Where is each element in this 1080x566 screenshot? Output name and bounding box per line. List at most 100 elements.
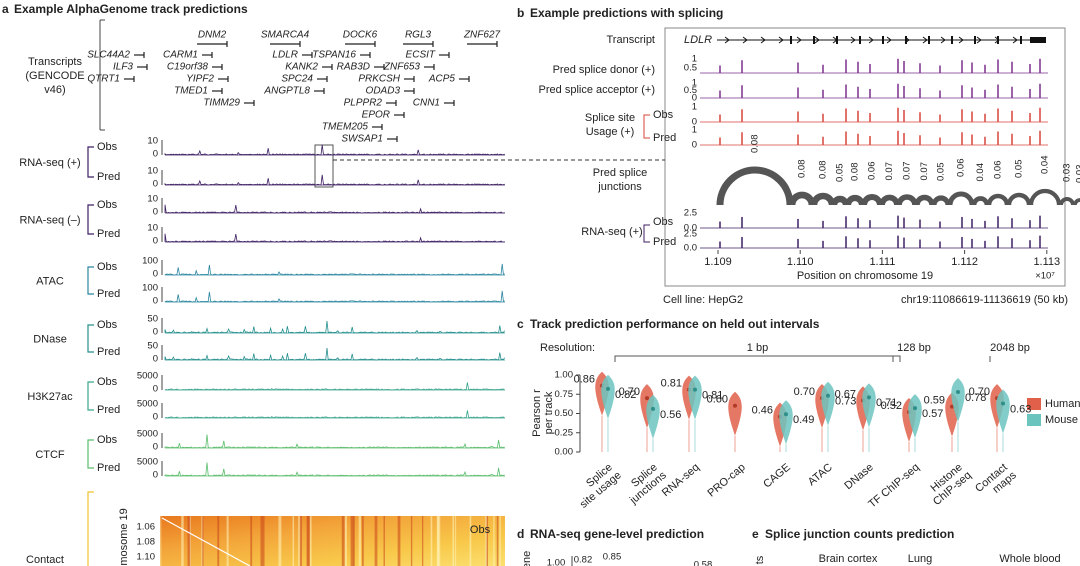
bracket <box>87 439 94 469</box>
gene-label: KANK2 <box>285 62 318 73</box>
contact-streak <box>352 516 355 566</box>
track-label: RNA-seq (+) <box>19 157 80 169</box>
value-label: 0.70 <box>969 386 990 398</box>
x-tick-label: 1.110 <box>787 256 814 268</box>
signal-trace <box>164 144 505 156</box>
value-label: 0.70 <box>794 386 815 398</box>
median-dot <box>1001 401 1005 406</box>
row-label: Pred splice <box>593 167 647 179</box>
contact-streak <box>499 516 501 566</box>
row-label: Pred <box>97 462 120 474</box>
label: Transcripts <box>28 56 82 68</box>
gene-label: LDLR <box>684 34 712 46</box>
tick-label: 1.08 <box>137 537 156 548</box>
tick-label: 0 <box>153 384 158 395</box>
panel-label: a <box>2 2 9 16</box>
tick-label: 0 <box>153 179 158 190</box>
tick-label: 10 <box>147 223 158 234</box>
junction-arc <box>896 194 918 206</box>
row-label: Pred <box>97 346 120 358</box>
x-tick-label: TF ChIP-seq <box>866 461 921 510</box>
axis-label: ene <box>521 551 533 566</box>
gene-label: QTRT1 <box>87 74 120 85</box>
bracket <box>87 381 94 411</box>
x-tick-label: 1.112 <box>951 256 978 268</box>
caption: Cell line: HepG2 <box>663 294 743 306</box>
panel-label: d <box>517 527 524 541</box>
tick-label: 0 <box>153 354 158 365</box>
violin <box>908 394 922 439</box>
row-label: Obs <box>97 141 118 153</box>
median-dot <box>606 386 610 391</box>
contact-streak <box>344 516 347 566</box>
contact-streak <box>299 516 302 566</box>
contact-streak <box>485 516 487 566</box>
strand-arrow <box>976 36 982 44</box>
value-label: 0.82 <box>574 555 593 566</box>
axis-label: ts <box>754 555 766 564</box>
y-axis-label: per track <box>543 391 555 434</box>
contact-streak <box>455 516 457 566</box>
median-dot <box>651 406 655 411</box>
axis-label: Position on chromosome 19 <box>797 270 933 282</box>
bracket <box>87 491 94 566</box>
junction-arc <box>1059 197 1075 206</box>
transcript-exon <box>928 36 930 44</box>
tick-label: 0.5 <box>684 85 697 96</box>
value-label: 0.70 <box>619 386 640 398</box>
strand-arrow <box>742 36 748 44</box>
label: v46) <box>44 84 65 96</box>
contact-diagonal <box>161 517 251 566</box>
row-label: Obs <box>97 434 118 446</box>
value-label: 0.56 <box>660 409 681 421</box>
y-tick-label: 0.25 <box>555 427 574 438</box>
panel-title: RNA-seq gene-level prediction <box>530 527 704 541</box>
junction-value: 0.05 <box>1014 160 1025 179</box>
row-label: Pred <box>97 228 120 240</box>
junction-value: 0.06 <box>867 162 878 181</box>
value-label: 0.52 <box>881 400 902 412</box>
legend-swatch <box>1027 398 1041 410</box>
contact-streak <box>496 516 499 566</box>
tick-label: 1 <box>692 102 697 113</box>
violin <box>646 394 660 439</box>
value-label: 0.82 <box>615 389 636 401</box>
gene-label: LDLR <box>272 50 298 61</box>
junction-value: 0.08 <box>797 160 808 179</box>
panel-title: Example AlphaGenome track predictions <box>14 2 248 16</box>
gene-label: C19orf38 <box>167 62 209 73</box>
contact-streak <box>217 516 220 566</box>
contact-streak <box>309 516 312 566</box>
legend-label: Human <box>1045 398 1080 410</box>
signal-trace <box>164 290 505 303</box>
value-label: 0.67 <box>835 388 856 400</box>
value-label: 0.81 <box>661 378 682 390</box>
strand-arrow <box>940 36 946 44</box>
gene-label: ANGPTL8 <box>263 86 310 97</box>
panel-title: Track prediction performance on held out… <box>530 317 820 331</box>
transcript-exon <box>997 36 999 44</box>
legend-swatch <box>1027 414 1041 426</box>
resolution-label: Resolution: <box>540 342 595 354</box>
violin <box>688 375 702 420</box>
panel-b-frame <box>664 27 1066 287</box>
median-dot <box>913 406 917 411</box>
tick-label: 0.0 <box>684 223 697 234</box>
bracket <box>87 146 94 178</box>
contact-streak <box>493 516 495 566</box>
tick-label: 50 <box>147 341 158 352</box>
tick-label: 0 <box>153 470 158 481</box>
label: (GENCODE <box>25 70 84 82</box>
resolution-bracket <box>614 355 901 362</box>
row-label: Pred splice donor (+) <box>553 64 655 76</box>
tick-label: 10 <box>147 166 158 177</box>
legend-label: Mouse <box>1045 414 1078 426</box>
value-label: 0.81 <box>702 390 723 402</box>
junction-arc <box>844 194 866 206</box>
row-label: Obs <box>97 199 118 211</box>
signal-trace <box>164 434 505 449</box>
strand-arrow <box>1012 36 1018 44</box>
junction-value: 0.05 <box>835 164 846 183</box>
tick-label: 0 <box>153 412 158 423</box>
x-tick-label: 1.111 <box>869 256 895 268</box>
